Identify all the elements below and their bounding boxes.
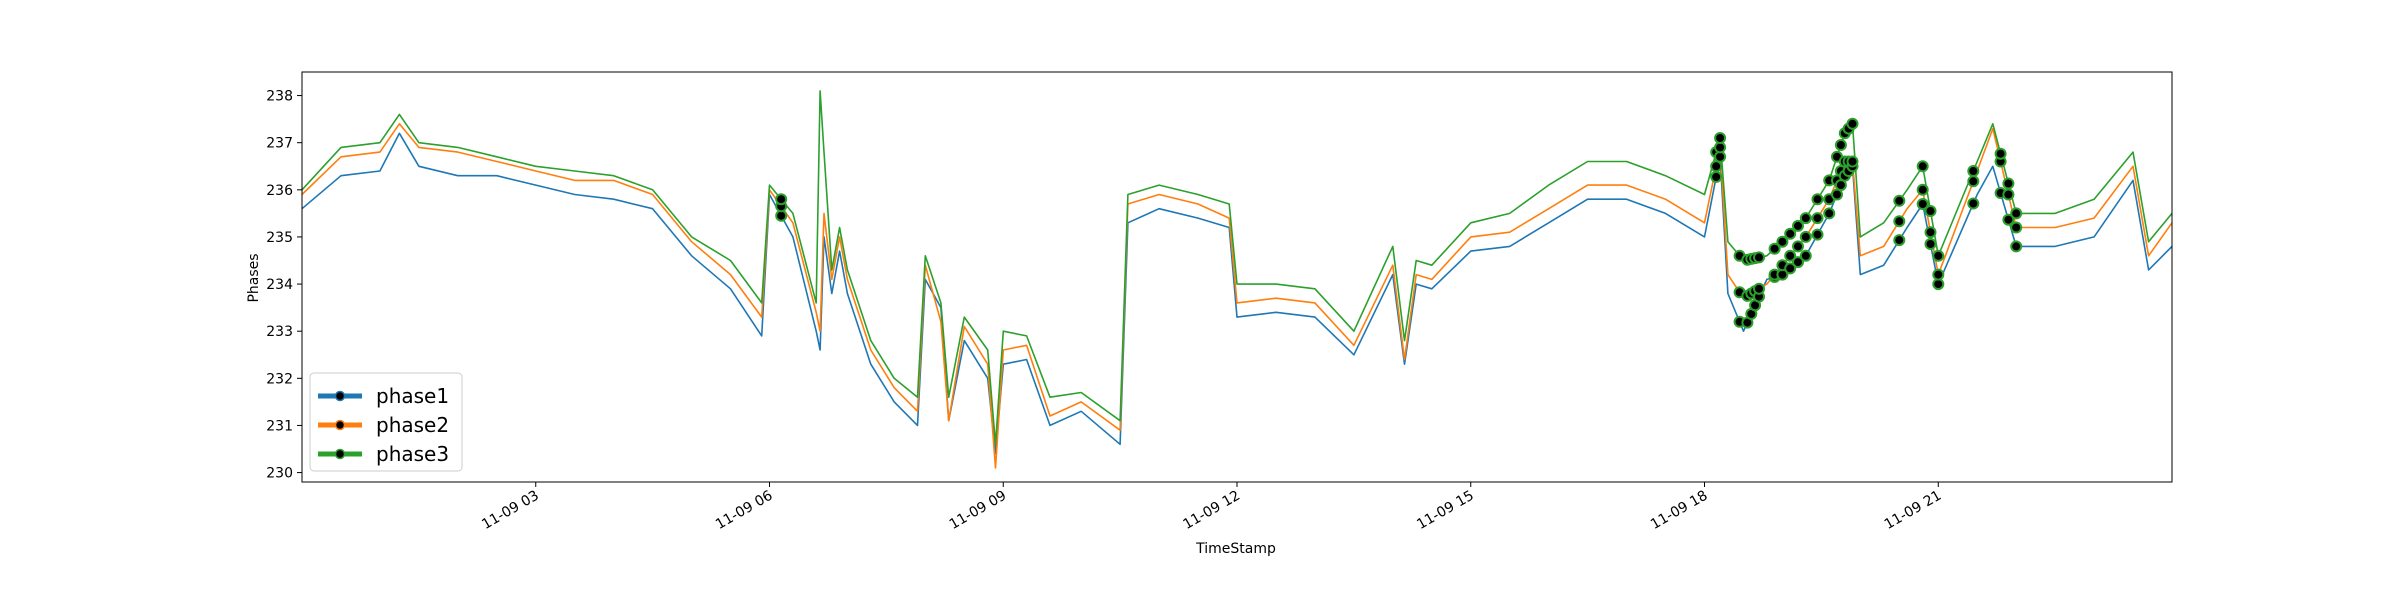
y-axis-label: Phases <box>246 253 262 302</box>
anomaly-marker-phase3 <box>1994 147 2007 160</box>
legend-marker-phase2 <box>334 419 346 431</box>
anomaly-marker-phase3 <box>1846 117 1859 130</box>
anomaly-marker-phase1 <box>2010 240 2023 253</box>
anomaly-marker-phase3 <box>1967 165 1980 177</box>
anomaly-marker-phase1 <box>1792 256 1804 269</box>
y-tick-label: 233 <box>266 324 293 340</box>
anomaly-marker-phase3 <box>1776 235 1789 248</box>
anomaly-marker-phase3 <box>1792 219 1804 232</box>
anomaly-marker-phase3 <box>1753 251 1765 264</box>
anomaly-marker-phase2 <box>1967 175 1980 188</box>
anomaly-marker-phase3 <box>1924 205 1937 217</box>
anomaly-marker-phase3 <box>775 193 788 206</box>
anomaly-marker-phase1 <box>1799 249 1812 262</box>
anomaly-marker-phase3 <box>2002 177 2015 190</box>
x-axis-label: TimeStamp <box>1195 541 1276 557</box>
y-axis: 230 231 232 233 234 235 236 237 238 <box>266 89 302 482</box>
legend-label-phase2: phase2 <box>376 413 449 437</box>
anomaly-marker-phase1 <box>1823 207 1836 220</box>
legend: phase1 phase2 phase3 <box>309 372 463 472</box>
anomaly-marker-phase2 <box>1932 268 1945 281</box>
anomaly-marker-layer <box>775 117 2023 329</box>
anomaly-marker-phase2 <box>1710 160 1723 173</box>
y-tick-label: 236 <box>266 183 293 199</box>
y-tick-label: 234 <box>266 277 293 293</box>
y-tick-label: 235 <box>266 230 293 246</box>
anomaly-marker-phase1 <box>1893 234 1906 247</box>
anomaly-marker-phase1 <box>1916 198 1929 210</box>
anomaly-marker-phase1 <box>1710 170 1723 183</box>
anomaly-marker-phase2 <box>1893 215 1906 228</box>
y-tick-label: 237 <box>266 136 293 152</box>
anomaly-marker-phase1 <box>1784 262 1797 275</box>
anomaly-marker-phase3 <box>1811 193 1824 206</box>
legend-label-phase1: phase1 <box>376 384 449 408</box>
y-tick-label: 238 <box>266 89 293 105</box>
anomaly-marker-phase2 <box>1799 230 1812 243</box>
anomaly-marker-phase3 <box>2010 207 2023 220</box>
anomaly-marker-phase2 <box>1811 212 1824 225</box>
anomaly-marker-phase2 <box>2010 221 2023 234</box>
anomaly-marker-phase3 <box>1893 194 1906 207</box>
anomaly-marker-phase2 <box>1916 183 1929 196</box>
y-tick-label: 230 <box>266 466 293 482</box>
y-tick-label: 231 <box>266 418 293 434</box>
legend-marker-phase1 <box>334 390 346 402</box>
anomaly-marker-phase2 <box>1924 226 1937 239</box>
anomaly-marker-phase3 <box>1916 160 1929 173</box>
legend-label-phase3: phase3 <box>376 442 449 466</box>
anomaly-marker-phase3 <box>1932 249 1945 262</box>
anomaly-marker-phase2 <box>1846 155 1859 168</box>
anomaly-marker-phase3 <box>1799 212 1812 225</box>
series-line-phase2 <box>301 123 2173 469</box>
anomaly-marker-phase2 <box>2002 188 2015 201</box>
y-tick-label: 232 <box>266 371 293 387</box>
anomaly-marker-phase3 <box>1784 227 1797 240</box>
anomaly-marker-phase1 <box>2002 213 2015 226</box>
anomaly-marker-phase2 <box>1792 240 1804 253</box>
anomaly-marker-phase1 <box>1924 238 1937 250</box>
anomaly-marker-phase1 <box>1967 197 1980 210</box>
anomaly-marker-phase3 <box>1834 139 1847 151</box>
anomaly-marker-phase3 <box>1714 132 1727 144</box>
anomaly-marker-phase1 <box>1811 228 1824 241</box>
anomaly-marker-phase2 <box>1753 282 1765 295</box>
anomaly-marker-phase3 <box>1768 242 1781 255</box>
legend-marker-phase3 <box>334 448 346 460</box>
anomaly-marker-phase2 <box>1784 249 1797 262</box>
